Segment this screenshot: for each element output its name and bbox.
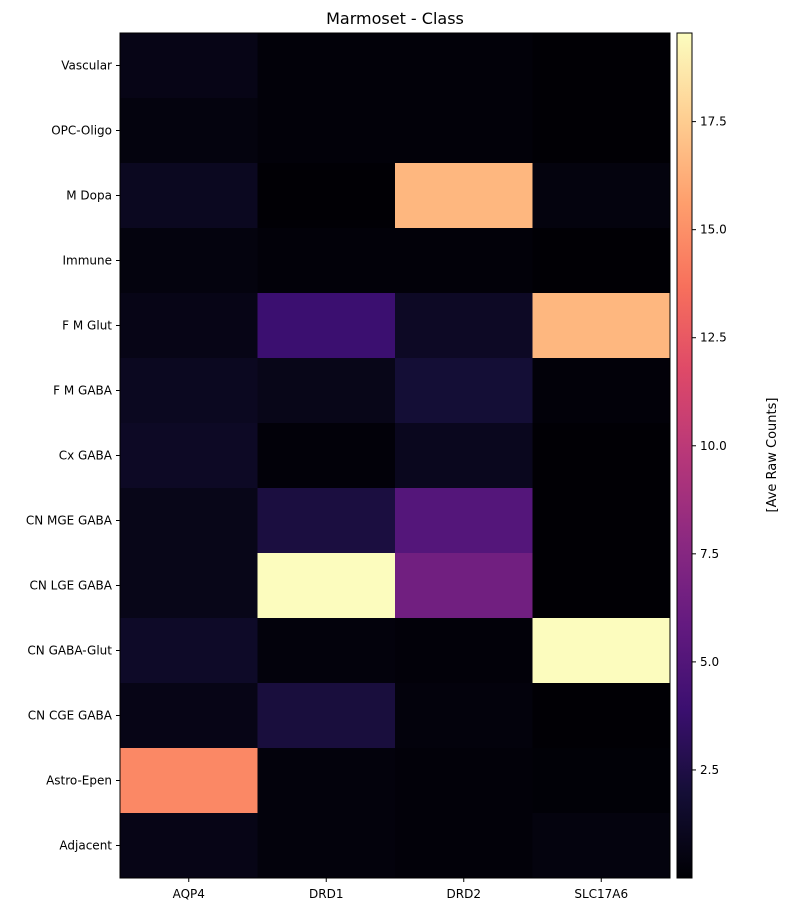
y-tick-label: CN MGE GABA <box>26 514 113 528</box>
heatmap-cell <box>395 618 533 684</box>
colorbar-tick-label: 15.0 <box>700 223 727 237</box>
y-tick-label: Cx GABA <box>59 449 113 463</box>
heatmap-cell <box>120 33 258 99</box>
heatmap-cell <box>532 98 671 164</box>
heatmap-cell <box>257 423 396 489</box>
y-axis: Vascular OPC-Oligo M Dopa Immune F M Glut F M… <box>26 59 120 853</box>
heatmap-cell <box>395 683 533 749</box>
heatmap-cell <box>257 618 396 684</box>
heatmap-cell <box>257 358 396 424</box>
y-tick-label: Astro-Epen <box>46 774 112 788</box>
colorbar-tick-label: 7.5 <box>700 547 719 561</box>
colorbar-tick-label: 10.0 <box>700 439 727 453</box>
heatmap-cell <box>120 163 258 229</box>
heatmap-cell <box>532 683 671 749</box>
heatmap-cell <box>257 813 396 879</box>
heatmap-cell <box>395 358 533 424</box>
heatmap-cell <box>120 293 258 359</box>
colorbar-tick-label: 2.5 <box>700 763 719 777</box>
heatmap-cell <box>395 228 533 294</box>
heatmap-cell <box>532 358 671 424</box>
heatmap-cell <box>120 683 258 749</box>
y-tick-label: CN GABA-Glut <box>27 644 112 658</box>
colorbar-label: [Ave Raw Counts] <box>765 398 780 513</box>
heatmap-cells <box>119 32 671 879</box>
heatmap-cell <box>395 293 533 359</box>
heatmap-cell <box>257 163 396 229</box>
y-tick-label: OPC-Oligo <box>51 124 112 138</box>
y-tick-label: CN LGE GABA <box>30 579 113 593</box>
heatmap-cell <box>395 33 533 99</box>
colorbar-tick-label: 17.5 <box>700 115 727 129</box>
heatmap-cell <box>395 488 533 554</box>
heatmap-cell <box>532 33 671 99</box>
chart-title: Marmoset - Class <box>326 9 464 28</box>
heatmap-cell <box>257 488 396 554</box>
y-tick-label: F M GABA <box>53 384 113 398</box>
heatmap-cell <box>120 748 258 814</box>
y-tick-label: CN CGE GABA <box>28 709 113 723</box>
colorbar: 2.5 5.0 7.5 10.0 12.5 15.0 17.5 <box>676 32 727 879</box>
heatmap-cell <box>257 683 396 749</box>
colorbar-gradient <box>676 32 693 879</box>
heatmap-cell <box>257 33 396 99</box>
heatmap-cell <box>120 98 258 164</box>
heatmap-cell <box>120 813 258 879</box>
heatmap-cell <box>120 488 258 554</box>
heatmap-cell <box>257 98 396 164</box>
colorbar-tick-label: 5.0 <box>700 655 719 669</box>
heatmap-cell <box>395 748 533 814</box>
heatmap-cell <box>120 228 258 294</box>
x-tick-label: AQP4 <box>173 887 205 901</box>
heatmap-cell <box>395 813 533 879</box>
colorbar-tick-label: 12.5 <box>700 331 727 345</box>
y-tick-label: Vascular <box>61 59 112 73</box>
heatmap-cell <box>532 293 671 359</box>
y-tick-label: M Dopa <box>66 189 112 203</box>
y-tick-label: Adjacent <box>59 839 112 853</box>
x-axis: AQP4 DRD1 DRD2 SLC17A6 <box>173 878 628 901</box>
heatmap-cell <box>120 423 258 489</box>
heatmap-cell <box>532 228 671 294</box>
heatmap-cell <box>532 488 671 554</box>
heatmap-cell <box>395 98 533 164</box>
heatmap-cell <box>257 553 396 619</box>
heatmap-cell <box>395 553 533 619</box>
heatmap-cell <box>532 618 671 684</box>
heatmap-cell <box>120 358 258 424</box>
heatmap-cell <box>532 553 671 619</box>
heatmap-cell <box>257 748 396 814</box>
heatmap-cell <box>257 293 396 359</box>
heatmap-cell <box>257 228 396 294</box>
heatmap-cell <box>120 618 258 684</box>
heatmap-cell <box>532 423 671 489</box>
x-tick-label: DRD2 <box>447 887 481 901</box>
heatmap-cell <box>532 163 671 229</box>
heatmap-cell <box>120 553 258 619</box>
heatmap-cell <box>395 423 533 489</box>
heatmap-cell <box>532 813 671 879</box>
heatmap-cell <box>532 748 671 814</box>
x-tick-label: DRD1 <box>309 887 343 901</box>
y-tick-label: F M Glut <box>62 319 112 333</box>
heatmap-cell <box>395 163 533 229</box>
y-tick-label: Immune <box>62 254 112 268</box>
x-tick-label: SLC17A6 <box>574 887 628 901</box>
